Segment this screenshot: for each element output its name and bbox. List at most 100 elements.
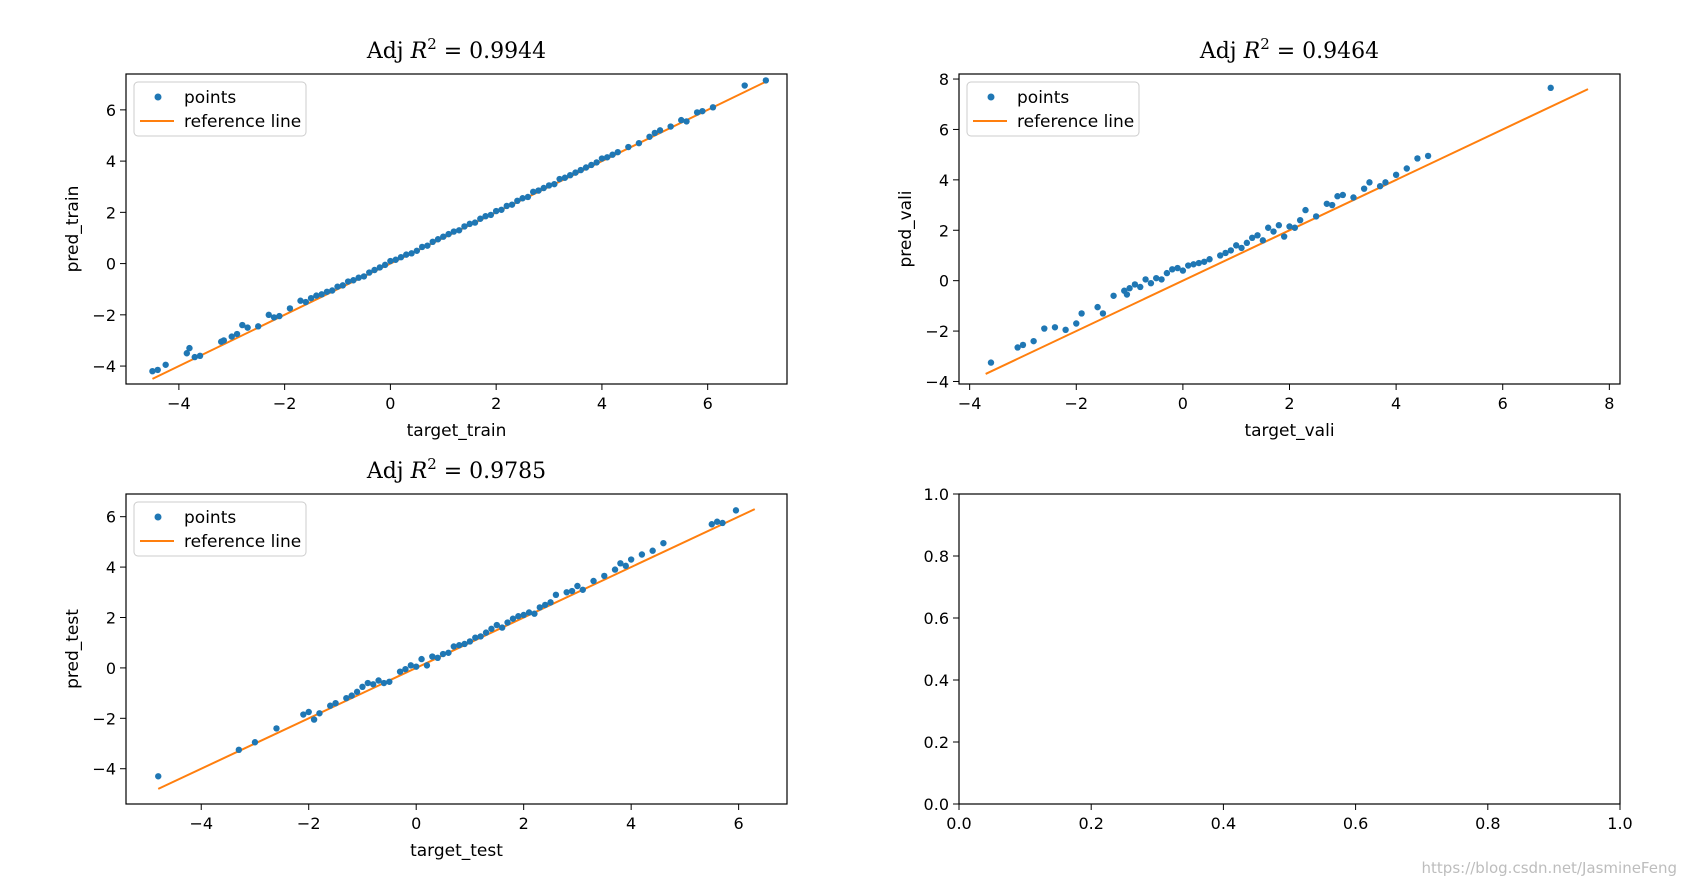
data-point	[708, 521, 715, 528]
x-tick-label: −4	[958, 394, 982, 413]
data-point	[418, 243, 426, 251]
data-point	[509, 615, 517, 622]
data-point	[1163, 269, 1171, 277]
data-point	[472, 634, 479, 641]
data-point	[579, 586, 586, 593]
data-point	[154, 366, 161, 374]
data-point	[251, 739, 259, 746]
data-point	[614, 148, 621, 156]
data-point	[423, 662, 431, 669]
data-point	[376, 264, 384, 271]
x-tick-label: 4	[597, 394, 607, 413]
data-point	[1264, 224, 1272, 231]
data-point	[493, 621, 501, 629]
data-point	[625, 143, 632, 151]
data-point	[1414, 155, 1421, 162]
legend-points-marker	[987, 93, 995, 101]
data-point	[339, 282, 347, 289]
data-point	[1302, 206, 1309, 214]
y-tick-label: 4	[106, 558, 116, 577]
data-point	[327, 702, 334, 709]
data-point	[440, 233, 447, 240]
title-variable: R	[410, 39, 428, 64]
y-tick-label: 8	[939, 70, 949, 89]
y-tick-label: 2	[106, 608, 116, 627]
y-tick-label: 0.6	[924, 609, 949, 628]
data-point	[1366, 179, 1373, 186]
data-point	[477, 215, 484, 222]
data-point	[310, 716, 318, 723]
data-point	[1169, 266, 1176, 273]
data-point	[514, 197, 521, 205]
data-point	[302, 298, 309, 306]
data-point	[273, 725, 280, 732]
data-point	[402, 665, 409, 673]
legend-box	[133, 81, 307, 137]
legend-points-label: points	[184, 508, 236, 528]
x-tick-label: 0.0	[946, 814, 971, 833]
data-point	[1137, 283, 1144, 291]
data-point	[987, 359, 995, 366]
data-point	[604, 154, 611, 161]
data-point	[316, 710, 323, 717]
data-point	[535, 187, 542, 194]
data-point	[574, 582, 581, 590]
data-point	[386, 678, 393, 685]
data-point	[699, 107, 706, 115]
x-tick-label: 0.8	[1475, 814, 1500, 833]
data-point	[1142, 276, 1149, 283]
data-point	[461, 640, 468, 648]
data-point	[572, 169, 579, 176]
data-point	[445, 649, 452, 656]
x-axis-label: target_vali	[1244, 421, 1334, 441]
plot-area	[985, 84, 1589, 375]
legend-line-label: reference line	[184, 532, 301, 552]
chart-train: −4 −2 0 2 4 6 −4 −2 0 2 4 6 target_train pred_train Ad…	[63, 35, 788, 441]
data-point	[1243, 239, 1251, 247]
chart-vali: −4 −2 0 2 4 6 8 −4 −2 0 2 4 6 8 target_vali pred_vali Ad…	[896, 35, 1621, 441]
data-point	[396, 668, 404, 675]
data-point	[1030, 337, 1037, 345]
data-point	[1190, 261, 1197, 268]
y-tick-label: 0.8	[924, 547, 949, 566]
data-point	[524, 193, 532, 201]
data-point	[1123, 291, 1131, 298]
x-tick-label: 6	[734, 814, 744, 833]
y-tick-label: 2	[106, 203, 116, 222]
x-tick-label: 1.0	[1607, 814, 1632, 833]
data-point	[1051, 324, 1059, 331]
data-point	[1270, 228, 1277, 235]
y-tick-label: 0.0	[924, 795, 949, 814]
legend-points-marker	[154, 513, 162, 521]
data-point	[1339, 191, 1347, 199]
data-point	[220, 337, 228, 344]
data-point	[1254, 232, 1261, 239]
data-point	[439, 650, 447, 658]
x-tick-label: −2	[1064, 394, 1088, 413]
chart-test: −4 −2 0 2 4 6 −4 −2 0 2 4 6 target_test pred_test Adj …	[63, 455, 788, 861]
data-point	[1286, 223, 1293, 230]
data-point	[466, 638, 474, 645]
legend: points reference line	[133, 81, 307, 137]
data-point	[329, 287, 336, 294]
data-point	[359, 683, 366, 691]
data-point	[350, 277, 357, 284]
data-point	[334, 283, 341, 290]
y-tick-label: −4	[92, 760, 116, 779]
data-point	[1078, 310, 1085, 317]
data-point	[1131, 281, 1139, 288]
data-point	[1424, 152, 1432, 160]
legend: points reference line	[133, 501, 307, 557]
x-tick-label: 6	[703, 394, 713, 413]
y-tick-label: 6	[106, 101, 116, 120]
data-point	[678, 116, 685, 124]
chart-empty: 0.0 0.2 0.4 0.6 0.8 1.0 0.0 0.2 0.4 0.6 0.8 1.0	[924, 485, 1633, 833]
data-point	[1062, 326, 1069, 334]
data-point	[381, 261, 389, 269]
data-point	[434, 236, 442, 243]
plot-area	[149, 77, 770, 380]
legend-line-label: reference line	[1017, 112, 1134, 132]
reference-line	[985, 88, 1589, 375]
title-value: = 0.9944	[437, 39, 546, 64]
x-tick-label: 4	[1391, 394, 1401, 413]
